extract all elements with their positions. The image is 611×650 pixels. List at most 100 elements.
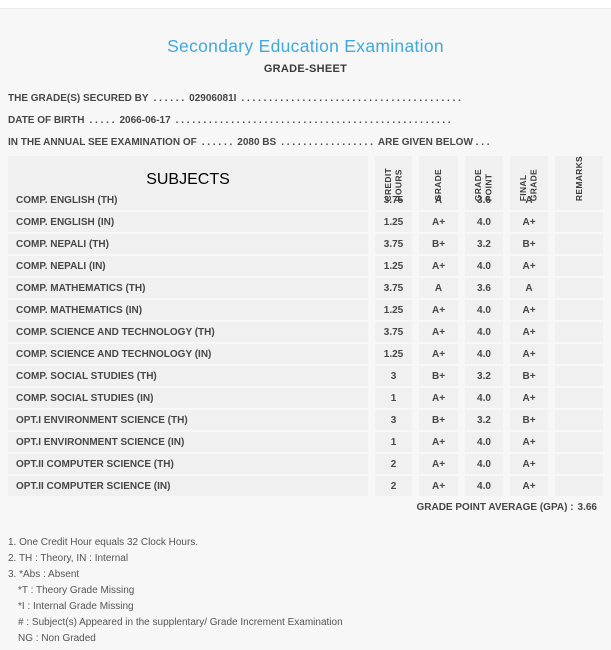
credit-hours-cell: 1 [375, 388, 412, 408]
remarks-cell [555, 366, 603, 386]
subject-cell: COMP. SCIENCE AND TECHNOLOGY (TH) [8, 322, 368, 342]
remarks-cell [555, 476, 603, 496]
grade-cell: A+ [419, 322, 458, 342]
footnote-item: 2. TH : Theory, IN : Internal [8, 553, 129, 564]
subject-cell: COMP. SOCIAL STUDIES (TH) [8, 366, 368, 386]
info-label: IN THE ANNUAL SEE EXAMINATION OF [8, 137, 197, 148]
final-grade-cell: B+ [510, 410, 548, 430]
info-line-secured-by: THE GRADE(S) SECURED BY . . . . . . 029060… [8, 88, 603, 110]
final-grade-cell: A+ [510, 300, 548, 320]
final-grade-cell: B+ [510, 234, 548, 254]
dot-leader: . . . . . . . . . . . . . . . . . . . . … [175, 115, 451, 126]
page-title: Secondary Education Examination [167, 36, 444, 56]
table-row: OPT.II COMPUTER SCIENCE (TH) 2 A+ 4.0 A+ [8, 454, 603, 474]
subject-cell: COMP. NEPALI (IN) [8, 256, 368, 276]
subject-cell: OPT.II COMPUTER SCIENCE (TH) [8, 454, 368, 474]
grade-point-cell: 3.6 [465, 278, 503, 298]
credit-hours-cell: 1.25 [375, 300, 412, 320]
grade-point-cell: 3.6 [465, 190, 503, 210]
credit-hours-cell: 2 [375, 476, 412, 496]
grade-cell: A+ [419, 300, 458, 320]
gpa-label: GRADE POINT AVERAGE (GPA) : [416, 502, 574, 513]
dot-leader: . . . . . [89, 115, 115, 126]
grade-sheet-page: Secondary Education Examination GRADE-SH… [0, 8, 611, 650]
grade-point-cell: 4.0 [465, 476, 503, 496]
table-body: COMP. ENGLISH (TH) 3.75 A 3.6 A COMP. EN… [8, 190, 603, 496]
remarks-cell [555, 234, 603, 254]
grade-point-cell: 4.0 [465, 432, 503, 452]
grade-point-cell: 3.2 [465, 366, 503, 386]
table-row: COMP. SCIENCE AND TECHNOLOGY (IN) 1.25 A… [8, 344, 603, 364]
final-grade-cell: A+ [510, 476, 548, 496]
grade-table: SUBJECTS CREDIT HOURS GRADE GRADE POINT … [8, 156, 603, 496]
subject-cell: OPT.II COMPUTER SCIENCE (IN) [8, 476, 368, 496]
grade-point-cell: 4.0 [465, 300, 503, 320]
remarks-cell [555, 410, 603, 430]
final-grade-cell: A+ [510, 322, 548, 342]
subject-cell: COMP. NEPALI (TH) [8, 234, 368, 254]
footnote-item: *T : Theory Grade Missing [18, 585, 135, 596]
grade-cell: A [419, 278, 458, 298]
credit-hours-cell: 1.25 [375, 344, 412, 364]
remarks-cell [555, 388, 603, 408]
footnotes: 1. One Credit Hour equals 32 Clock Hours… [8, 535, 603, 647]
credit-hours-cell: 1 [375, 432, 412, 452]
remarks-cell [555, 278, 603, 298]
grade-point-cell: 4.0 [465, 454, 503, 474]
final-grade-cell: B+ [510, 366, 548, 386]
credit-hours-cell: 3.75 [375, 278, 412, 298]
table-row: OPT.I ENVIRONMENT SCIENCE (TH) 3 B+ 3.2 … [8, 410, 603, 430]
table-row: COMP. MATHEMATICS (IN) 1.25 A+ 4.0 A+ [8, 300, 603, 320]
info-label: THE GRADE(S) SECURED BY [8, 93, 149, 104]
remarks-cell [555, 344, 603, 364]
footnote-item: # : Subject(s) Appeared in the supplenta… [18, 617, 343, 628]
grade-point-cell: 4.0 [465, 212, 503, 232]
remarks-cell [555, 300, 603, 320]
credit-hours-cell: 1.25 [375, 212, 412, 232]
credit-hours-cell: 3.75 [375, 322, 412, 342]
grade-point-cell: 4.0 [465, 256, 503, 276]
remarks-cell [555, 190, 603, 210]
candidate-info: THE GRADE(S) SECURED BY . . . . . . 029060… [8, 88, 603, 154]
symbol-number-value: 02906081I [189, 93, 237, 104]
info-suffix: ARE GIVEN BELOW . . . [377, 137, 490, 148]
gpa-value: 3.66 [577, 502, 597, 513]
grade-cell: A+ [419, 388, 458, 408]
credit-hours-cell: 3 [375, 410, 412, 430]
footnote-item: 3. *Abs : Absent [8, 569, 80, 580]
credit-hours-cell: 2 [375, 454, 412, 474]
credit-hours-cell: 3.75 [375, 190, 412, 210]
subject-cell: COMP. ENGLISH (TH) [8, 190, 368, 210]
grade-point-cell: 4.0 [465, 344, 503, 364]
gpa-line: GRADE POINT AVERAGE (GPA) :3.66 [8, 502, 597, 513]
grade-cell: A+ [419, 454, 458, 474]
final-grade-cell: A [510, 278, 548, 298]
table-row: OPT.II COMPUTER SCIENCE (IN) 2 A+ 4.0 A+ [8, 476, 603, 496]
exam-year-value: 2080 BS [237, 137, 277, 148]
grade-cell: A+ [419, 344, 458, 364]
dot-leader: . . . . . . [153, 93, 185, 104]
subject-cell: COMP. MATHEMATICS (TH) [8, 278, 368, 298]
final-grade-cell: A+ [510, 432, 548, 452]
grade-cell: A+ [419, 212, 458, 232]
subject-cell: COMP. SCIENCE AND TECHNOLOGY (IN) [8, 344, 368, 364]
table-row: COMP. MATHEMATICS (TH) 3.75 A 3.6 A [8, 278, 603, 298]
subject-cell: COMP. SOCIAL STUDIES (IN) [8, 388, 368, 408]
remarks-cell [555, 212, 603, 232]
final-grade-cell: A+ [510, 256, 548, 276]
footnote-item: NG : Non Graded [18, 633, 96, 644]
credit-hours-cell: 3 [375, 366, 412, 386]
remarks-cell [555, 256, 603, 276]
grade-cell: A+ [419, 432, 458, 452]
info-label: DATE OF BIRTH [8, 115, 85, 126]
dot-leader: . . . . . . . . . . . . . . . . . [281, 137, 373, 148]
grade-cell: B+ [419, 366, 458, 386]
grade-point-cell: 3.2 [465, 410, 503, 430]
remarks-cell [555, 432, 603, 452]
grade-cell: B+ [419, 234, 458, 254]
grade-cell: B+ [419, 410, 458, 430]
grade-cell: A [419, 190, 458, 210]
table-header-row: SUBJECTS CREDIT HOURS GRADE GRADE POINT … [8, 156, 603, 205]
credit-hours-cell: 3.75 [375, 234, 412, 254]
